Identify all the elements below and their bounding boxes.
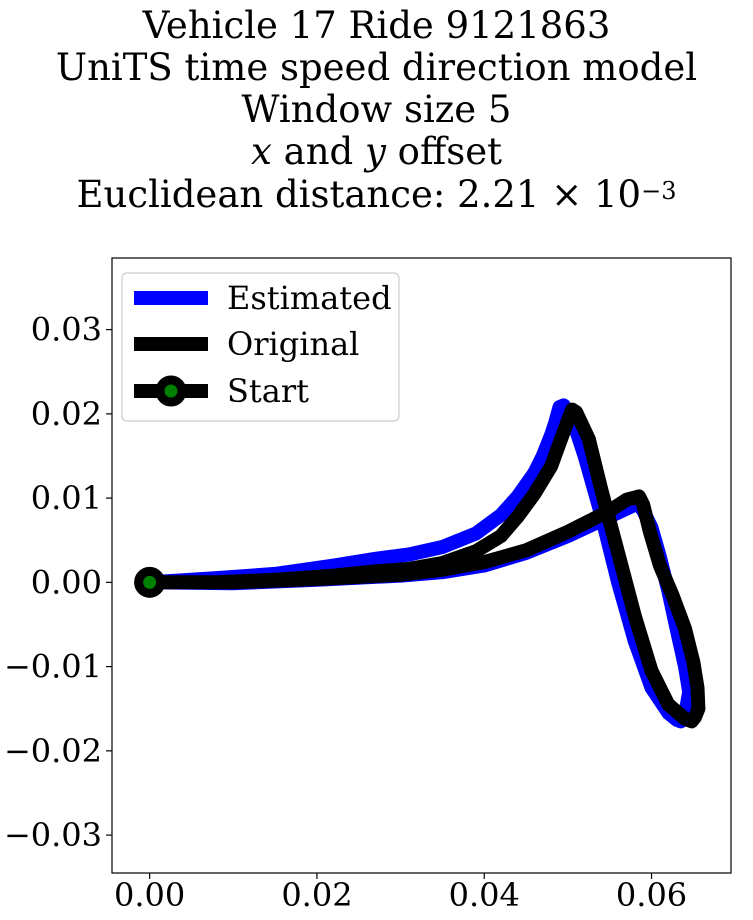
y-tick-label: 0.00 bbox=[31, 563, 102, 601]
title-x-symbol: x bbox=[251, 130, 272, 173]
title-line-model: UniTS time speed direction model bbox=[55, 46, 698, 89]
plot-frame bbox=[111, 257, 732, 874]
x-tick-label: 0.06 bbox=[616, 876, 687, 914]
series-line-original bbox=[142, 402, 706, 729]
x-tick-label: 0.00 bbox=[114, 876, 185, 914]
title-line-offset: x and y offset bbox=[0, 131, 753, 173]
series-layer bbox=[134, 398, 706, 729]
title-distance-text: Euclidean distance: 2.21 × 10 bbox=[76, 173, 642, 216]
axes-layer: 0.00 0.02 0.04 0.06 0.03 0.02 0.01 0.00 −0.01 −0.… bbox=[4, 311, 687, 914]
x-tick-label: 0.04 bbox=[449, 876, 520, 914]
y-tick-label: 0.03 bbox=[31, 311, 102, 349]
x-tick-label: 0.02 bbox=[281, 876, 352, 914]
title-line-distance: Euclidean distance: 2.21 × 10−3 bbox=[0, 174, 753, 216]
y-tick-label: −0.02 bbox=[4, 732, 102, 770]
title-distance-exponent: −3 bbox=[641, 177, 677, 205]
title-line-window: Window size 5 bbox=[241, 88, 512, 131]
legend-start-marker bbox=[155, 375, 187, 407]
legend-label-estimated: Estimated bbox=[227, 279, 392, 317]
y-tick-label: 0.01 bbox=[31, 479, 102, 517]
title-and-text: and bbox=[271, 130, 365, 173]
title-offset-text: offset bbox=[385, 130, 502, 173]
start-marker bbox=[134, 566, 166, 598]
legend-label-original: Original bbox=[227, 325, 359, 363]
legend-label-start: Start bbox=[227, 372, 309, 410]
y-tick-label: −0.01 bbox=[4, 648, 102, 686]
legend: Estimated Original Start bbox=[121, 272, 400, 422]
y-tick-label: 0.02 bbox=[31, 395, 102, 433]
y-tick-label: −0.03 bbox=[4, 816, 102, 854]
title-line-vehicle: Vehicle 17 Ride 9121863 bbox=[142, 4, 611, 47]
title-y-symbol: y bbox=[365, 130, 386, 173]
